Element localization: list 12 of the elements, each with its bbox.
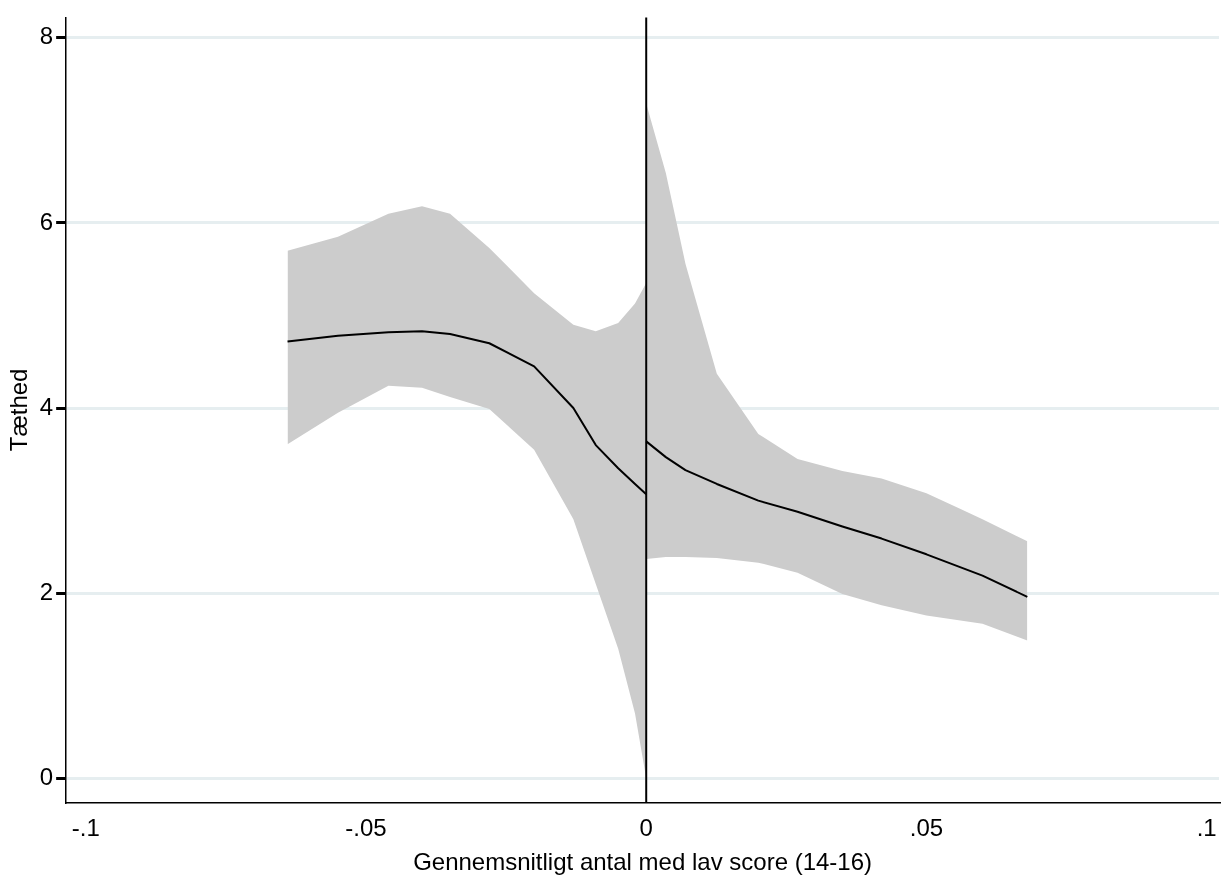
- y-tick-label: 6: [39, 207, 54, 235]
- x-tick-label: -.05: [345, 814, 387, 842]
- x-tick-label: -.1: [71, 814, 100, 842]
- x-tick-label: .05: [909, 814, 944, 842]
- x-tick-label: .1: [1196, 814, 1217, 842]
- y-tick-label: 0: [39, 762, 54, 790]
- y-tick-label: 2: [39, 577, 54, 605]
- y-tick-label: 8: [39, 22, 54, 50]
- y-axis-title: Tæthed: [5, 368, 33, 452]
- x-tick-label: 0: [639, 814, 653, 842]
- x-axis-title: Gennemsnitligt antal med lav score (14-16): [413, 848, 873, 876]
- y-tick-label: 4: [39, 392, 54, 420]
